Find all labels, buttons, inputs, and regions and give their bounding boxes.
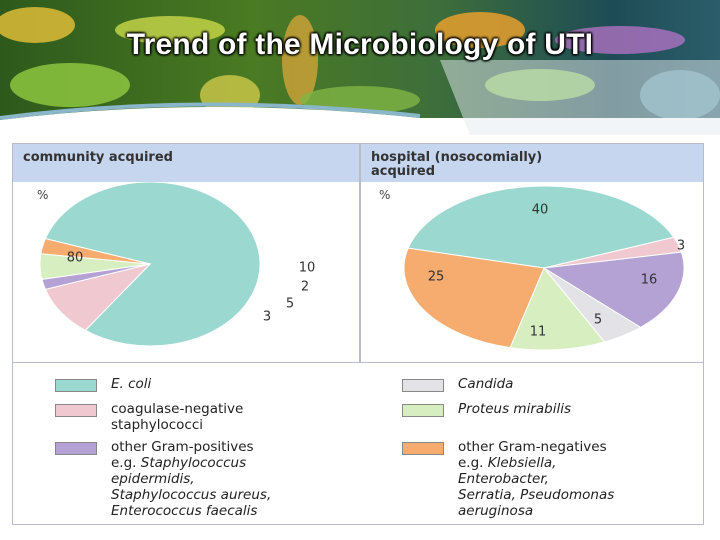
community-slice-other-gram-neg [40, 238, 151, 265]
hospital-slice-ecoli [407, 185, 675, 269]
legend-label-line: other Gram-negatives [458, 439, 607, 455]
hospital-unit-label: % [379, 188, 391, 202]
hospital-header-line-2: acquired [371, 164, 436, 179]
header-banner: Trend of the Microbiology of UTI [0, 0, 720, 135]
hospital-label-other-gram-neg: 25 [428, 270, 445, 285]
legend-swatch [402, 379, 444, 392]
legend-swatch [402, 442, 444, 455]
column-divider [359, 144, 361, 362]
hospital-label-candida: 5 [594, 313, 602, 328]
community-unit-label: % [37, 188, 49, 202]
legend-label-line: Enterococcus faecalis [111, 503, 258, 519]
hospital-slice-proteus [509, 267, 606, 351]
legend-label-line: Candida [458, 376, 514, 392]
community-header-label: community acquired [23, 150, 173, 165]
legend-label-line: coagulase-negative [111, 401, 244, 417]
legend-swatch [402, 404, 444, 417]
page-title: Trend of the Microbiology of UTI [126, 28, 594, 61]
legend-label: E. coli [111, 376, 151, 392]
legend-label-line: other Gram-positives [111, 439, 254, 455]
hospital-pie: 40 3 16 5 11 25 [403, 185, 685, 351]
legend-label-line: E. coli [111, 376, 152, 392]
community-header: community acquired [13, 144, 359, 182]
legend-swatch [55, 379, 97, 392]
community-label-ecoli: 80 [67, 251, 84, 266]
legend-label-line: epidermidis, [111, 471, 195, 487]
community-label-other-gram-neg: 3 [263, 310, 271, 325]
legend-label: other Gram-negatives e.g. Klebsiella, Ente… [458, 439, 614, 519]
legend-label: other Gram-positives e.g. Staphylococcus e… [111, 439, 271, 519]
uti-pie-figure: community acquired hospital (nosocomiall… [12, 143, 704, 525]
community-label-coag-neg: 10 [299, 261, 316, 276]
legend-label-line: Proteus mirabilis [458, 401, 572, 417]
legend-label-line: Serratia, Pseudomonas [458, 487, 615, 503]
community-label-other-gram-pos: 2 [301, 280, 309, 295]
hospital-slice-other-gram-neg [403, 247, 545, 349]
legend-label-line: Enterobacter, [458, 471, 549, 487]
hospital-slice-other-gram-pos [542, 251, 685, 328]
community-slice-ecoli [44, 182, 261, 347]
hospital-label-ecoli: 40 [532, 203, 549, 218]
microbe-banner-image [0, 0, 720, 135]
legend-label-line: e.g. Staphylococcus [111, 455, 247, 471]
legend-label: Proteus mirabilis [458, 401, 571, 417]
hospital-label-other-gram-pos: 16 [641, 273, 658, 288]
legend-label: Candida [458, 376, 513, 392]
legend-label-line: e.g. Klebsiella, [458, 455, 557, 471]
hospital-label-coag-neg: 3 [677, 239, 685, 254]
community-label-proteus: 5 [286, 297, 294, 312]
community-pie: 80 10 253 [39, 182, 316, 347]
legend-label-line: Staphylococcus aureus, [111, 487, 272, 503]
legend-swatch [55, 404, 97, 417]
legend-label-line: aeruginosa [458, 503, 534, 519]
hospital-header: hospital (nosocomially) acquired [361, 144, 703, 182]
legend-label: coagulase-negative staphylococci [111, 401, 243, 433]
legend-swatch [55, 442, 97, 455]
hospital-header-label: hospital (nosocomially) acquired [371, 151, 542, 179]
legend-divider [13, 362, 703, 363]
hospital-header-line-1: hospital (nosocomially) [371, 150, 543, 165]
legend: E. coli coagulase-negative staphylococci ot… [13, 363, 703, 524]
hospital-label-proteus: 11 [530, 325, 547, 340]
legend-label-line: staphylococci [111, 417, 204, 433]
